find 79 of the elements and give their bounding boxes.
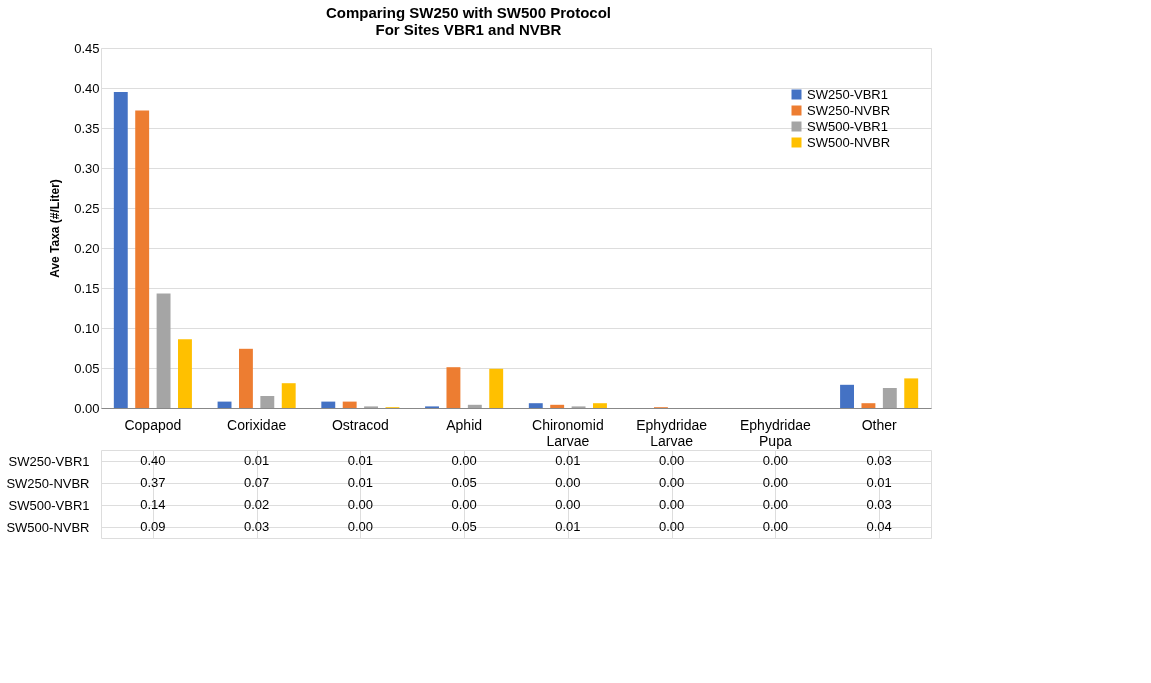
bar xyxy=(156,293,171,408)
y-tick-label: 0.20 xyxy=(74,240,100,256)
text: SW250-VBR1 xyxy=(8,453,90,469)
data-label: 0.37 xyxy=(140,475,166,490)
data-label: 0.14 xyxy=(140,497,166,512)
data-label: 0.00 xyxy=(555,497,581,512)
data-label: 0.01 xyxy=(555,453,581,468)
data-label: 0.00 xyxy=(762,497,789,512)
text: SW500-VBR1 xyxy=(8,497,90,513)
data-label: 0.03 xyxy=(866,453,892,468)
data-label: 0.01 xyxy=(347,475,374,490)
bar xyxy=(281,383,296,408)
data-label: 0.00 xyxy=(658,475,685,490)
data-label: 0.09 xyxy=(140,519,166,534)
data-label: 0.01 xyxy=(866,475,892,490)
bar xyxy=(840,384,854,408)
bar xyxy=(489,368,504,408)
data-label: 0.00 xyxy=(347,519,374,534)
x-tick-label: Chironomid Larvae xyxy=(532,416,604,449)
y-tick-label: 0.15 xyxy=(74,280,100,296)
data-label: 0.00 xyxy=(762,475,789,490)
bar xyxy=(593,403,607,408)
y-tick-label: 0.05 xyxy=(74,360,100,376)
data-label: 0.07 xyxy=(243,475,270,490)
chart-title: Comparing SW250 with SW500 Protocol For Sites VBR1 and NVBR xyxy=(325,3,611,38)
legend-label: SW500-NVBR xyxy=(807,134,891,150)
bar xyxy=(467,404,482,408)
bar xyxy=(178,339,192,408)
text: SW500-NVBR xyxy=(6,519,90,535)
data-label: 0.00 xyxy=(658,497,685,512)
data-label: 0.01 xyxy=(555,519,581,534)
y-tick-label: 0.10 xyxy=(74,320,100,336)
bar xyxy=(135,110,150,408)
data-label: 0.00 xyxy=(762,519,789,534)
x-tick-label: Copapod xyxy=(124,416,182,433)
y-axis-title: Ave Taxa (#/Liter) xyxy=(48,179,63,278)
bar xyxy=(528,403,543,408)
y-tick-label: 0.00 xyxy=(74,400,100,416)
legend-label: SW250-NVBR xyxy=(807,102,891,118)
data-label: 0.00 xyxy=(658,519,685,534)
y-tick-label: 0.35 xyxy=(74,120,100,136)
x-tick-label: Other xyxy=(861,416,897,433)
data-label: 0.03 xyxy=(243,519,270,534)
x-tick-label: Ostracod xyxy=(331,416,389,433)
bar xyxy=(260,396,275,408)
x-tick-label: Ephydridae Larvae xyxy=(636,416,708,449)
data-label: 0.00 xyxy=(451,453,477,468)
x-tick-label: Aphid xyxy=(446,416,483,433)
bar xyxy=(882,388,897,408)
bar xyxy=(550,404,565,408)
y-tick-label: 0.30 xyxy=(74,160,100,176)
bar xyxy=(238,348,253,408)
bar xyxy=(904,378,919,408)
text: SW250-NVBR xyxy=(6,475,90,491)
data-label: 0.00 xyxy=(658,453,685,468)
legend-label: SW250-VBR1 xyxy=(807,86,888,102)
bar xyxy=(342,401,357,408)
data-label: 0.00 xyxy=(451,497,477,512)
data-label: 0.01 xyxy=(243,453,270,468)
y-tick-label: 0.40 xyxy=(74,80,100,96)
bar xyxy=(861,403,876,408)
y-tick-label: 0.45 xyxy=(74,40,100,56)
y-tick-label: 0.25 xyxy=(74,200,100,216)
data-label: 0.03 xyxy=(866,497,892,512)
data-label: 0.00 xyxy=(555,475,581,490)
data-label: 0.04 xyxy=(866,519,892,534)
legend-label: SW500-VBR1 xyxy=(807,118,888,134)
data-label: 0.02 xyxy=(243,497,270,512)
data-label: 0.40 xyxy=(140,453,166,468)
x-tick-label: Corixidae xyxy=(227,416,287,433)
bar xyxy=(321,401,336,408)
data-label: 0.00 xyxy=(347,497,374,512)
data-label: 0.05 xyxy=(451,519,477,534)
data-label: 0.00 xyxy=(762,453,789,468)
data-label: 0.01 xyxy=(347,453,374,468)
bar xyxy=(446,367,461,408)
data-label: 0.05 xyxy=(451,475,477,490)
x-tick-label: Ephydridae Pupa xyxy=(739,416,811,449)
bar xyxy=(113,92,128,408)
